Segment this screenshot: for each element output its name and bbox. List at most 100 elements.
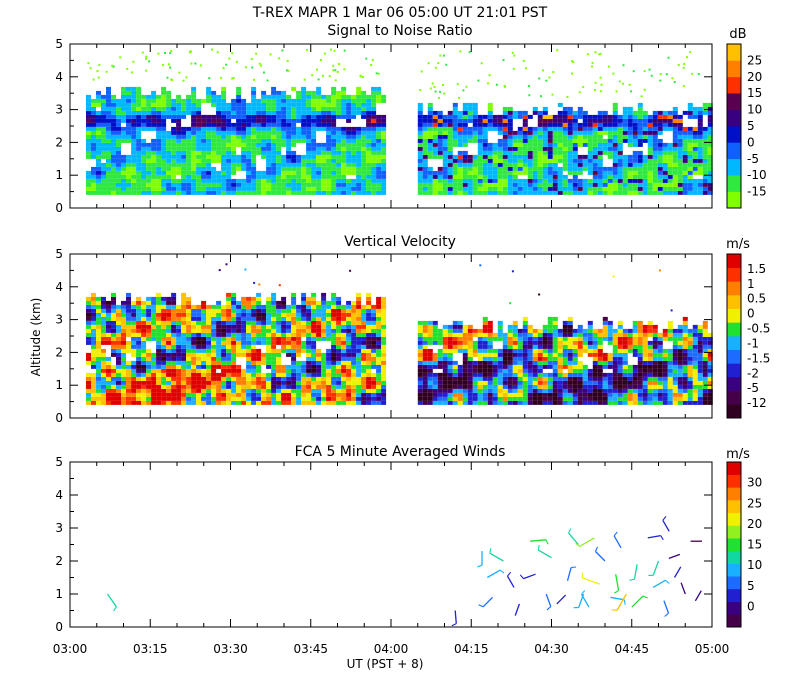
heatmap-cell: [211, 356, 217, 361]
heatmap-cell: [602, 126, 608, 131]
heatmap-cell: [376, 392, 382, 397]
heatmap-cell: [156, 122, 162, 127]
heatmap-cell: [156, 182, 162, 187]
heatmap-cell: [126, 384, 131, 389]
heatmap-cell: [271, 348, 277, 353]
heatmap-cell: [116, 178, 121, 183]
heatmap-cell: [417, 182, 423, 187]
heatmap-cell: [321, 146, 327, 151]
heatmap-cell: [111, 98, 116, 103]
heatmap-speck: [598, 53, 601, 56]
heatmap-cell: [326, 308, 332, 313]
heatmap-cell: [156, 94, 162, 99]
heatmap-cell: [537, 336, 543, 341]
heatmap-cell: [316, 186, 322, 191]
heatmap-cell: [356, 392, 362, 397]
heatmap-cell: [86, 106, 91, 111]
heatmap-cell: [692, 170, 698, 175]
heatmap-cell: [226, 372, 232, 377]
heatmap-cell: [437, 174, 443, 179]
heatmap-cell: [346, 126, 352, 131]
heatmap-cell: [236, 348, 242, 353]
heatmap-cell: [687, 190, 693, 195]
heatmap-cell: [151, 320, 157, 325]
heatmap-cell: [231, 142, 237, 147]
heatmap-cell: [316, 336, 322, 341]
heatmap-cell: [381, 360, 387, 365]
heatmap-cell: [131, 308, 137, 313]
heatmap-cell: [552, 356, 558, 361]
heatmap-cell: [211, 150, 217, 155]
heatmap-cell: [251, 340, 257, 345]
heatmap-cell: [417, 106, 423, 111]
heatmap-cell: [271, 380, 277, 385]
heatmap-cell: [572, 344, 578, 349]
heatmap-cell: [507, 364, 513, 369]
heatmap-cell: [176, 122, 182, 127]
heatmap-cell: [301, 126, 307, 131]
heatmap-cell: [346, 110, 352, 115]
heatmap-cell: [181, 336, 187, 341]
heatmap-cell: [652, 166, 658, 171]
heatmap-cell: [106, 384, 111, 389]
heatmap-cell: [216, 122, 222, 127]
heatmap-cell: [251, 400, 257, 405]
heatmap-cell: [522, 336, 528, 341]
heatmap-cell: [492, 126, 498, 131]
heatmap-cell: [156, 154, 162, 159]
heatmap-cell: [542, 190, 548, 195]
heatmap-cell: [707, 122, 713, 127]
heatmap-cell: [356, 86, 362, 91]
heatmap-cell: [261, 312, 267, 317]
heatmap-cell: [617, 134, 623, 139]
heatmap-cell: [507, 352, 513, 357]
heatmap-cell: [547, 348, 553, 353]
heatmap-cell: [422, 186, 428, 191]
heatmap-cell: [121, 190, 126, 195]
heatmap-cell: [552, 178, 558, 183]
heatmap-cell: [662, 178, 668, 183]
heatmap-cell: [557, 372, 563, 377]
heatmap-cell: [376, 142, 382, 147]
heatmap-cell: [432, 400, 438, 405]
heatmap-cell: [171, 102, 177, 107]
heatmap-cell: [191, 166, 197, 171]
heatmap-cell: [271, 98, 277, 103]
heatmap-cell: [286, 396, 292, 401]
heatmap-cell: [427, 340, 433, 345]
heatmap-cell: [151, 90, 157, 95]
heatmap-cell: [311, 142, 317, 147]
heatmap-cell: [381, 332, 387, 337]
heatmap-cell: [116, 98, 121, 103]
heatmap-cell: [341, 94, 347, 99]
heatmap-cell: [216, 186, 222, 191]
heatmap-cell: [361, 150, 367, 155]
heatmap-cell: [276, 396, 282, 401]
heatmap-cell: [592, 126, 598, 131]
heatmap-cell: [166, 344, 172, 349]
heatmap-speck: [141, 51, 144, 54]
heatmap-cell: [627, 170, 633, 175]
heatmap-cell: [226, 102, 232, 107]
heatmap-cell: [427, 154, 433, 159]
heatmap-cell: [151, 312, 157, 317]
heatmap-cell: [311, 324, 317, 329]
heatmap-cell: [191, 122, 197, 127]
heatmap-speck: [586, 53, 589, 56]
heatmap-cell: [677, 190, 683, 195]
heatmap-cell: [612, 186, 618, 191]
heatmap-cell: [497, 142, 503, 147]
heatmap-cell: [361, 114, 367, 119]
heatmap-cell: [652, 178, 658, 183]
heatmap-cell: [487, 384, 493, 389]
heatmap-cell: [602, 174, 608, 179]
heatmap-cell: [176, 364, 182, 369]
heatmap-speck: [278, 284, 281, 287]
heatmap-cell: [121, 178, 126, 183]
heatmap-cell: [101, 328, 106, 333]
heatmap-cell: [86, 324, 91, 329]
heatmap-cell: [261, 324, 267, 329]
heatmap-cell: [497, 150, 503, 155]
heatmap-speck: [287, 69, 290, 72]
heatmap-cell: [156, 364, 162, 369]
